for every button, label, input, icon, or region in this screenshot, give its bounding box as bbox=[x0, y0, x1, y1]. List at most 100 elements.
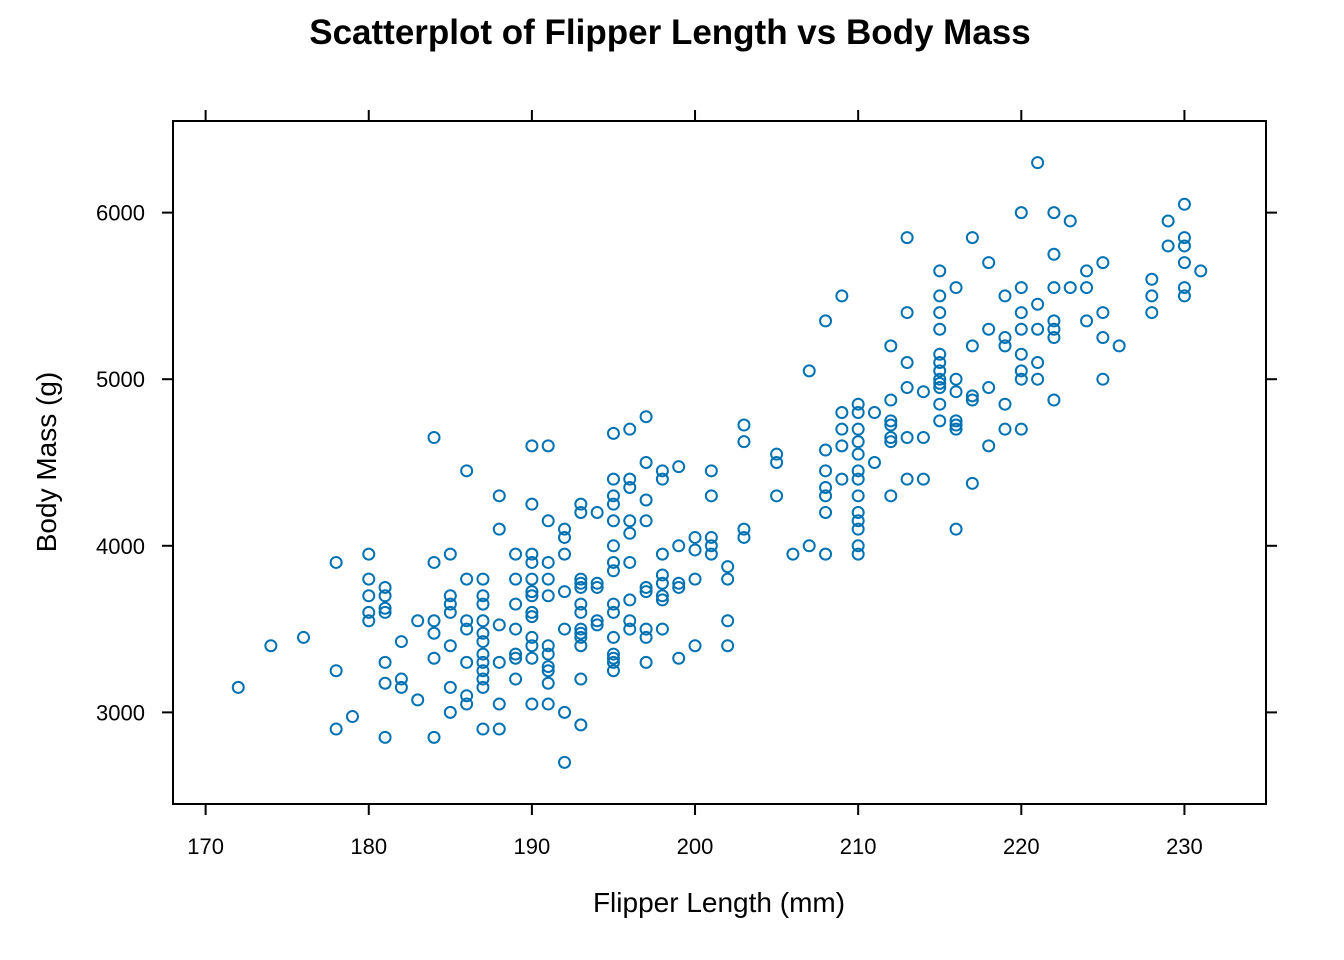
scatter-point bbox=[851, 547, 865, 561]
scatter-point bbox=[884, 414, 898, 428]
scatter-point bbox=[933, 347, 947, 361]
scatter-point bbox=[639, 630, 653, 644]
scatter-point bbox=[623, 514, 637, 528]
scatter-point bbox=[655, 589, 669, 603]
scatter-point bbox=[949, 414, 963, 428]
scatter-point bbox=[541, 439, 555, 453]
scatter-point bbox=[851, 447, 865, 461]
scatter-point bbox=[1031, 372, 1045, 386]
scatter-point bbox=[1080, 264, 1094, 278]
scatter-point bbox=[900, 472, 914, 486]
x-tick-label: 220 bbox=[1003, 834, 1040, 859]
scatter-point bbox=[574, 572, 588, 586]
scatter-point bbox=[1031, 356, 1045, 370]
scatter-point bbox=[606, 664, 620, 678]
scatter-point bbox=[460, 572, 474, 586]
scatter-point bbox=[1161, 239, 1175, 253]
scatter-point bbox=[672, 539, 686, 553]
y-tick-label: 5000 bbox=[96, 367, 145, 392]
scatter-point bbox=[933, 381, 947, 395]
scatter-point bbox=[443, 639, 457, 653]
scatter-point bbox=[1031, 322, 1045, 336]
scatter-point bbox=[509, 647, 523, 661]
scatter-point bbox=[819, 547, 833, 561]
scatter-point bbox=[721, 614, 735, 628]
scatter-point bbox=[476, 589, 490, 603]
scatter-point bbox=[329, 555, 343, 569]
scatter-point bbox=[851, 464, 865, 478]
x-tick-label: 210 bbox=[840, 834, 877, 859]
scatter-point bbox=[574, 622, 588, 636]
scatter-point bbox=[851, 397, 865, 411]
scatter-point bbox=[558, 622, 572, 636]
y-axis: 3000 4000 5000 6000 bbox=[96, 201, 1277, 725]
scatter-point bbox=[558, 530, 572, 544]
scatter-point bbox=[802, 364, 816, 378]
scatter-point bbox=[851, 489, 865, 503]
scatter-point bbox=[606, 655, 620, 669]
scatter-point bbox=[1177, 231, 1191, 245]
scatter-point bbox=[933, 322, 947, 336]
scatter-point bbox=[606, 630, 620, 644]
scatter-point bbox=[492, 697, 506, 711]
scatter-point bbox=[1177, 256, 1191, 270]
scatter-point bbox=[1063, 214, 1077, 228]
scatter-point bbox=[867, 406, 881, 420]
scatter-point bbox=[1014, 322, 1028, 336]
scatter-point bbox=[378, 655, 392, 669]
scatter-point bbox=[737, 530, 751, 544]
scatter-point bbox=[933, 376, 947, 390]
scatter-point bbox=[509, 597, 523, 611]
scatter-point bbox=[819, 443, 833, 457]
scatter-point bbox=[851, 539, 865, 553]
scatter-point bbox=[884, 418, 898, 432]
scatter-point bbox=[672, 460, 686, 474]
scatter-point bbox=[574, 597, 588, 611]
scatter-point bbox=[264, 639, 278, 653]
scatter-point bbox=[623, 614, 637, 628]
scatter-point bbox=[1145, 272, 1159, 286]
scatter-point bbox=[476, 572, 490, 586]
scatter-point bbox=[965, 231, 979, 245]
scatter-point bbox=[835, 439, 849, 453]
scatter-point bbox=[949, 422, 963, 436]
scatter-point bbox=[574, 672, 588, 686]
scatter-point bbox=[525, 610, 539, 624]
scatter-point bbox=[509, 547, 523, 561]
scatter-point bbox=[704, 489, 718, 503]
scatter-point bbox=[639, 514, 653, 528]
scatter-point bbox=[590, 580, 604, 594]
scatter-point bbox=[509, 672, 523, 686]
scatter-point bbox=[835, 289, 849, 303]
scatter-point bbox=[1177, 289, 1191, 303]
scatter-point bbox=[884, 431, 898, 445]
scatter-point bbox=[851, 422, 865, 436]
scatter-point bbox=[394, 635, 408, 649]
scatter-point bbox=[476, 614, 490, 628]
scatter-point bbox=[721, 560, 735, 574]
scatter-point bbox=[558, 755, 572, 769]
scatter-point bbox=[574, 626, 588, 640]
scatter-point bbox=[672, 580, 686, 594]
scatter-point bbox=[525, 439, 539, 453]
scatter-point bbox=[606, 605, 620, 619]
scatter-point bbox=[933, 264, 947, 278]
x-axis: 170 180 190 200 210 220 230 bbox=[187, 110, 1203, 859]
chart-title: Scatterplot of Flipper Length vs Body Ma… bbox=[309, 13, 1030, 52]
y-axis-title: Body Mass (g) bbox=[31, 372, 62, 553]
scatter-point bbox=[851, 514, 865, 528]
scatter-point bbox=[1047, 247, 1061, 261]
scatter-point bbox=[965, 393, 979, 407]
scatter-point bbox=[916, 472, 930, 486]
scatter-point bbox=[606, 564, 620, 578]
scatter-point bbox=[982, 381, 996, 395]
scatter-point bbox=[606, 597, 620, 611]
scatter-point bbox=[949, 372, 963, 386]
scatter-point bbox=[411, 693, 425, 707]
scatter-point bbox=[884, 339, 898, 353]
y-tick-label: 4000 bbox=[96, 534, 145, 559]
scatter-point bbox=[623, 480, 637, 494]
scatter-point bbox=[982, 322, 996, 336]
scatter-point bbox=[998, 289, 1012, 303]
scatter-point bbox=[1047, 314, 1061, 328]
